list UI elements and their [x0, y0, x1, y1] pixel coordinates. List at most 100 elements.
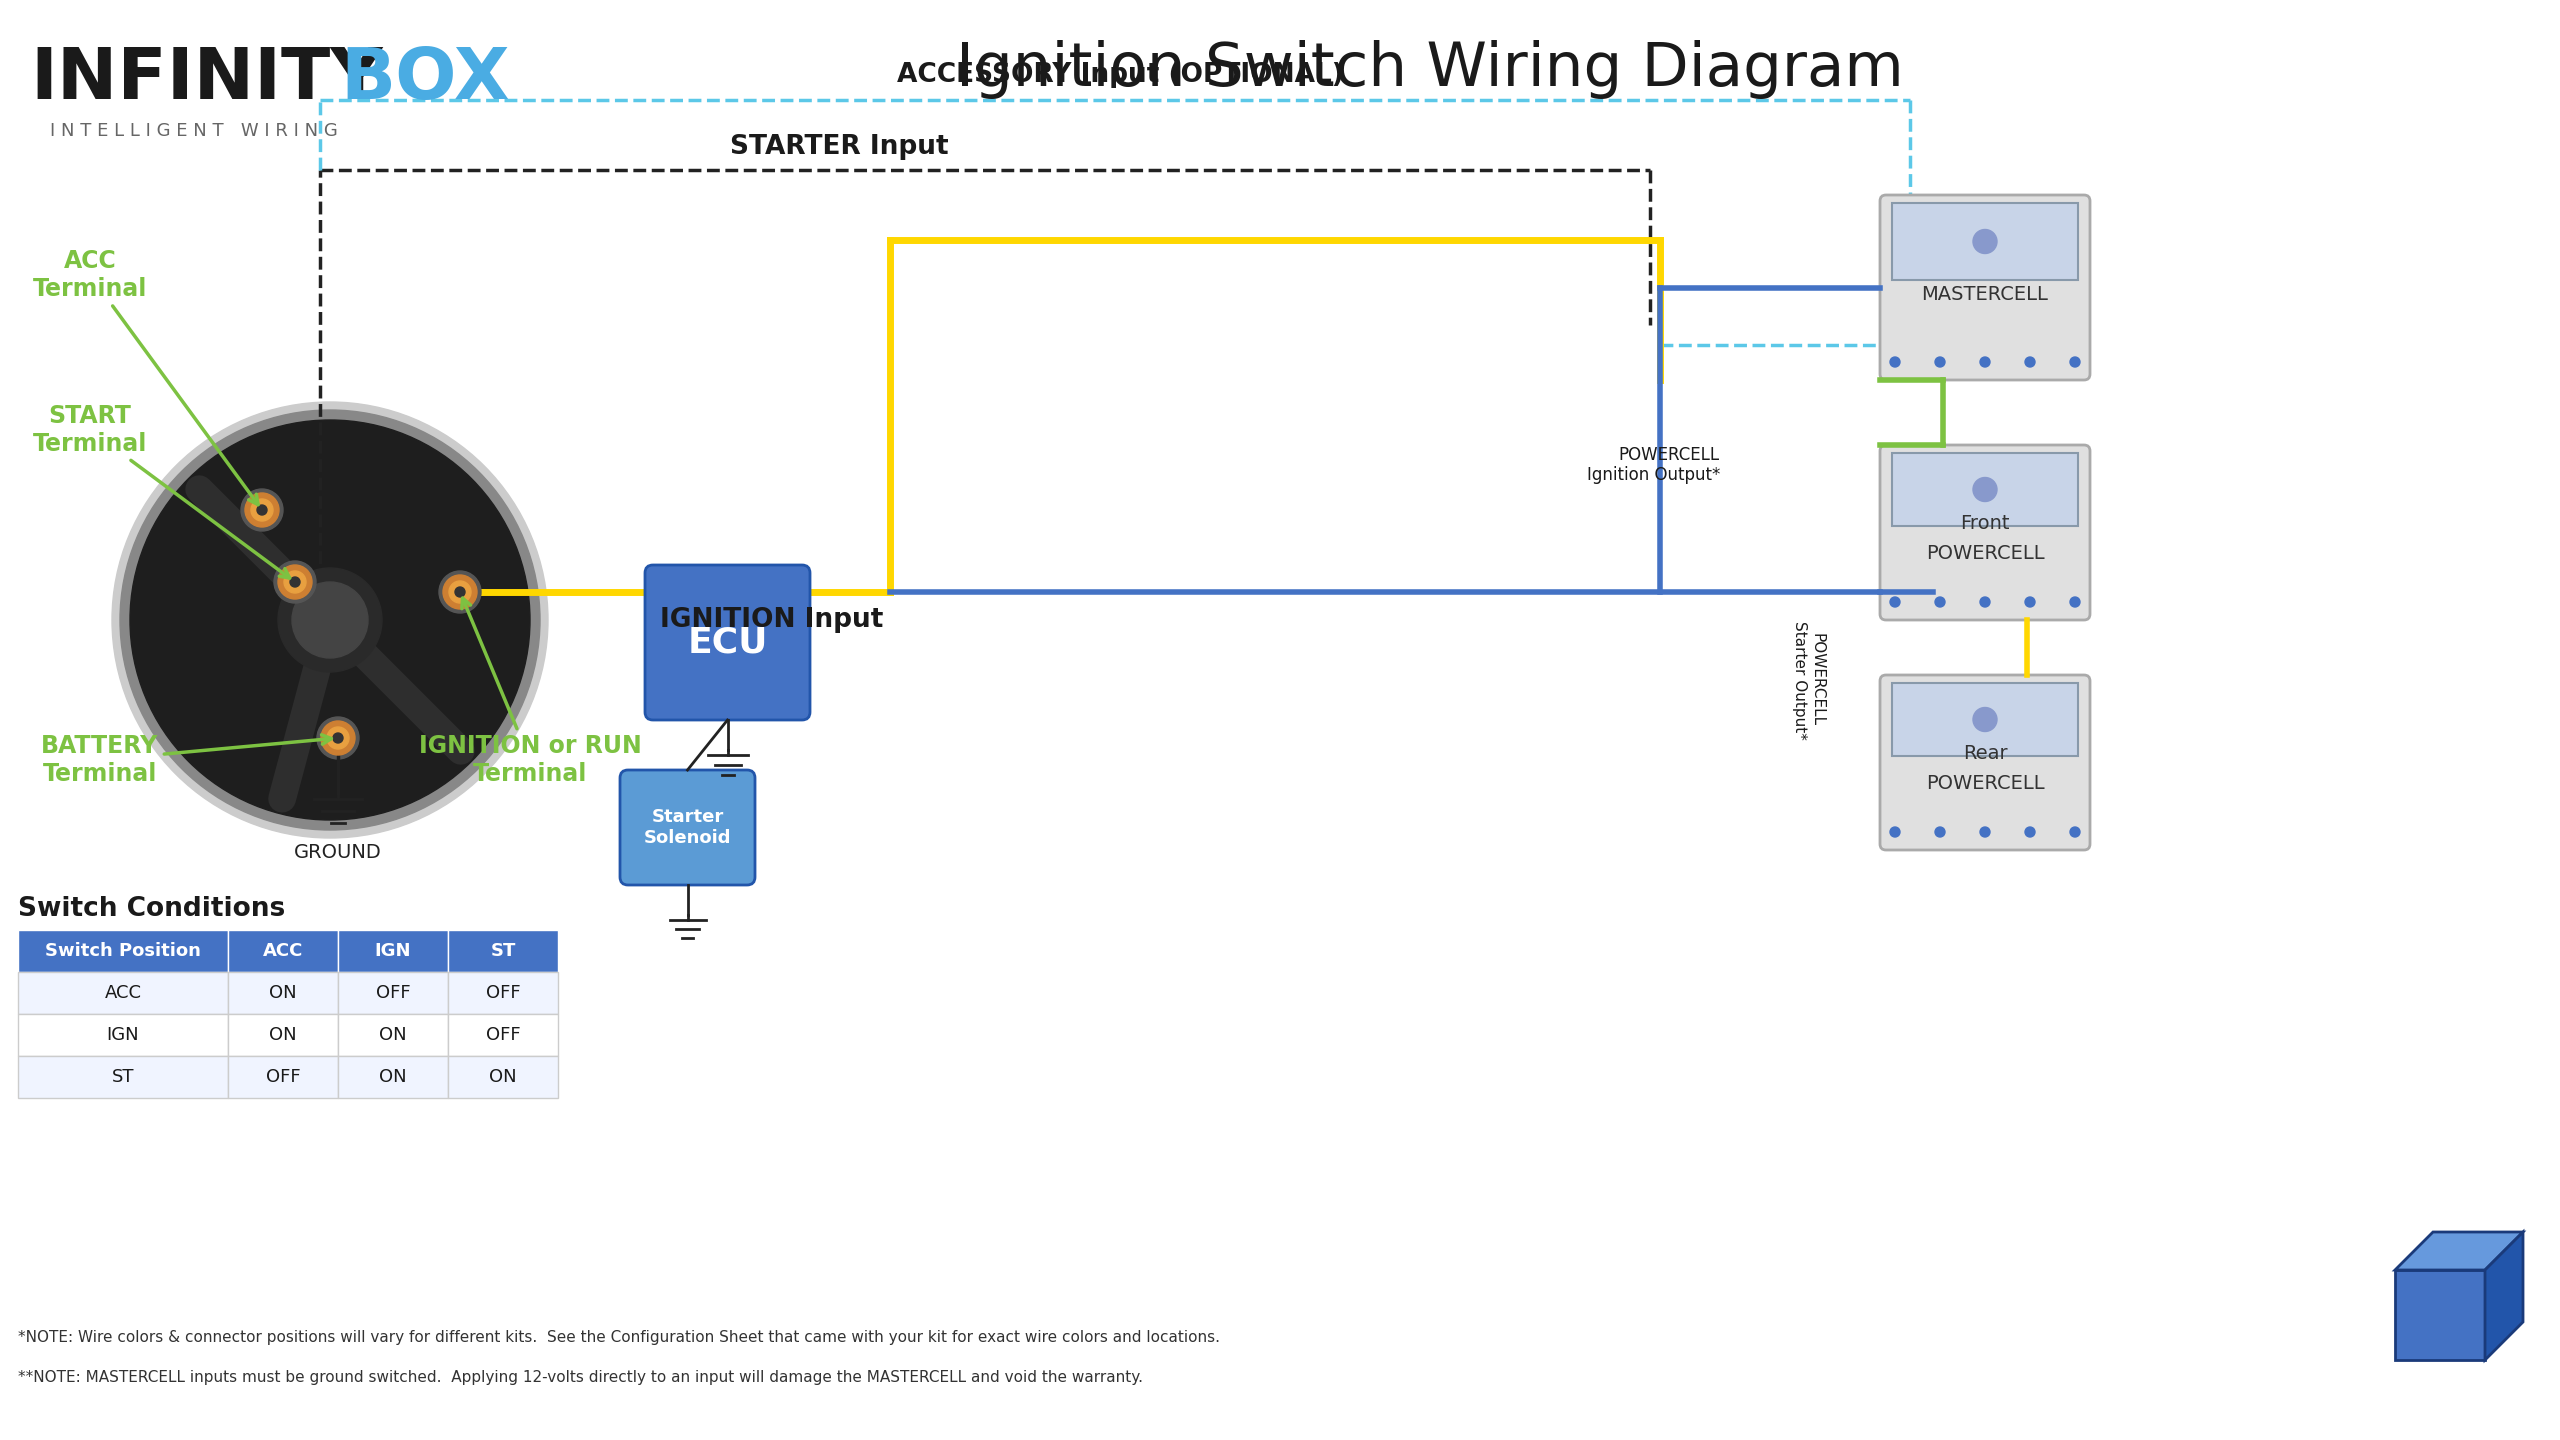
Text: *NOTE: Wire colors & connector positions will vary for different kits.  See the : *NOTE: Wire colors & connector positions…: [18, 1331, 1221, 1345]
Circle shape: [1979, 598, 1989, 608]
Text: Rear: Rear: [1964, 744, 2007, 763]
Bar: [448, 1056, 558, 1097]
Bar: [448, 1014, 558, 1056]
Bar: [18, 930, 228, 972]
Text: ON: ON: [379, 1068, 407, 1086]
Circle shape: [279, 567, 381, 672]
Text: BATTERY
Terminal: BATTERY Terminal: [41, 734, 330, 786]
Text: Front: Front: [1961, 514, 2010, 533]
Circle shape: [320, 721, 356, 755]
Text: I N T E L L I G E N T   W I R I N G: I N T E L L I G E N T W I R I N G: [51, 122, 338, 140]
FancyBboxPatch shape: [1879, 445, 2089, 621]
Circle shape: [1974, 707, 1997, 732]
Text: ON: ON: [269, 1025, 297, 1044]
Text: ST: ST: [113, 1068, 133, 1086]
Text: POWERCELL
Starter Output*: POWERCELL Starter Output*: [1792, 621, 1825, 739]
Text: POWERCELL: POWERCELL: [1925, 775, 2045, 793]
Text: ACCESSORY Input (OPTIONAL): ACCESSORY Input (OPTIONAL): [896, 62, 1344, 88]
Bar: [18, 1056, 228, 1097]
Circle shape: [251, 500, 274, 521]
Circle shape: [438, 572, 481, 613]
Text: ST: ST: [492, 942, 515, 960]
Circle shape: [1935, 598, 1946, 608]
Text: ON: ON: [269, 984, 297, 1002]
Circle shape: [284, 572, 307, 593]
Circle shape: [292, 582, 369, 658]
Circle shape: [1979, 827, 1989, 837]
Text: Ignition Switch Wiring Diagram: Ignition Switch Wiring Diagram: [955, 40, 1905, 99]
Polygon shape: [2396, 1270, 2486, 1359]
FancyBboxPatch shape: [1879, 675, 2089, 850]
Circle shape: [317, 717, 358, 759]
Polygon shape: [2396, 1233, 2524, 1270]
Bar: [1892, 454, 2079, 526]
Bar: [18, 972, 228, 1014]
Circle shape: [2025, 357, 2035, 367]
Polygon shape: [2486, 1233, 2524, 1359]
Text: ECU: ECU: [686, 625, 768, 660]
FancyBboxPatch shape: [645, 564, 809, 720]
Circle shape: [1889, 357, 1900, 367]
Text: OFF: OFF: [376, 984, 410, 1002]
Text: POWERCELL
Ignition Output*: POWERCELL Ignition Output*: [1587, 445, 1720, 484]
Text: GROUND: GROUND: [294, 842, 381, 863]
Bar: [18, 1014, 228, 1056]
Text: IGNITION or RUN
Terminal: IGNITION or RUN Terminal: [420, 598, 643, 786]
Bar: [228, 1014, 338, 1056]
Text: ACC: ACC: [264, 942, 302, 960]
Bar: [338, 972, 448, 1014]
Text: INFINITY: INFINITY: [31, 45, 381, 114]
Circle shape: [120, 410, 540, 829]
Text: Switch Position: Switch Position: [46, 942, 200, 960]
FancyBboxPatch shape: [1879, 194, 2089, 380]
Circle shape: [1974, 478, 1997, 501]
Bar: [338, 930, 448, 972]
Text: OFF: OFF: [266, 1068, 300, 1086]
Text: ACC: ACC: [105, 984, 141, 1002]
Bar: [1892, 683, 2079, 756]
Text: OFF: OFF: [486, 984, 520, 1002]
Circle shape: [2025, 598, 2035, 608]
Bar: [228, 972, 338, 1014]
Circle shape: [1889, 827, 1900, 837]
Text: ACC
Terminal: ACC Terminal: [33, 249, 259, 504]
Circle shape: [241, 490, 284, 531]
Circle shape: [333, 733, 343, 743]
Circle shape: [1974, 229, 1997, 253]
Circle shape: [2025, 827, 2035, 837]
Text: IGN: IGN: [374, 942, 412, 960]
Text: BOX: BOX: [340, 45, 509, 114]
Text: Switch Conditions: Switch Conditions: [18, 896, 284, 922]
Text: STARTER Input: STARTER Input: [730, 134, 950, 160]
Text: OFF: OFF: [486, 1025, 520, 1044]
Bar: [228, 930, 338, 972]
Text: START
Terminal: START Terminal: [33, 405, 289, 577]
FancyBboxPatch shape: [620, 770, 755, 886]
Circle shape: [328, 727, 348, 749]
Circle shape: [256, 505, 266, 516]
Text: ON: ON: [489, 1068, 517, 1086]
Circle shape: [2071, 827, 2079, 837]
Circle shape: [274, 562, 315, 603]
Circle shape: [1889, 598, 1900, 608]
Circle shape: [1935, 357, 1946, 367]
Circle shape: [1935, 827, 1946, 837]
Text: POWERCELL: POWERCELL: [1925, 544, 2045, 563]
Circle shape: [456, 588, 466, 598]
Circle shape: [443, 575, 476, 609]
Bar: [338, 1056, 448, 1097]
Circle shape: [1979, 357, 1989, 367]
Circle shape: [289, 577, 300, 588]
Bar: [1892, 203, 2079, 279]
Circle shape: [448, 580, 471, 603]
Circle shape: [279, 564, 312, 599]
Text: MASTERCELL: MASTERCELL: [1923, 285, 2048, 304]
Bar: [338, 1014, 448, 1056]
Circle shape: [2071, 357, 2079, 367]
Bar: [448, 972, 558, 1014]
Text: IGNITION Input: IGNITION Input: [660, 608, 883, 634]
Text: ON: ON: [379, 1025, 407, 1044]
Bar: [228, 1056, 338, 1097]
Text: IGN: IGN: [108, 1025, 138, 1044]
Circle shape: [246, 492, 279, 527]
